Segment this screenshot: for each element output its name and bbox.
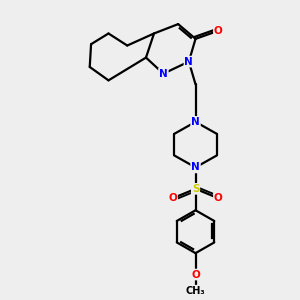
Text: N: N [191,162,200,172]
Text: O: O [191,270,200,280]
Text: S: S [192,184,199,194]
Text: O: O [168,193,177,203]
Text: N: N [191,117,200,127]
Text: N: N [159,69,168,79]
Text: CH₃: CH₃ [186,286,205,296]
Text: O: O [214,193,223,203]
Text: N: N [184,57,193,67]
Text: O: O [214,26,223,36]
